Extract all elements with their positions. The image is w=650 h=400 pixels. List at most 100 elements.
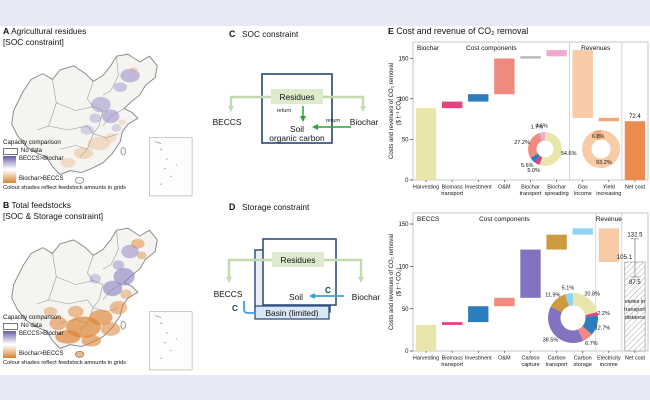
panel-b-legend: Capacity comparison No data BECCS>Biocha… [3,314,163,367]
return-label-left: return [277,108,292,114]
bar-note: varies in transport distance [624,299,646,321]
donut-slice [534,155,543,166]
donut-pct-label: 93.2% [596,160,612,166]
donut-pct-label: 4.6% [535,123,548,129]
legend-note: Colour shades reflect feedstock amounts … [3,184,126,191]
panel-d-letter: D [229,202,235,212]
y-tick-label: 0 [405,178,409,184]
x-tick-label: Carbon capture [521,356,539,369]
donut-slice [578,326,592,341]
beccs-label-d: BECCS [214,289,243,299]
hainan-island [74,350,85,358]
x-tick-label: Gas Income [574,185,592,198]
donut-pct-label: 2.2% [597,311,610,317]
donut-cost-breakdown: 20.8% 2.2% 12.7% 6.7% 38.5% 11.9%5.1% [543,285,611,347]
beccs-label-c: BECCS [213,117,242,127]
beccs-carbon-to-basin-line [243,301,255,314]
panel-a-letter: A [3,26,10,36]
donut-slice [585,312,598,317]
soil-system-box-d [262,238,337,306]
bar-biochar-transport [520,56,541,59]
bar-yield-increasing [598,117,620,122]
donut-pct-label: 5.6% [521,163,534,169]
donut-revenue-breakdown: 93.2% 6.8% [582,129,621,169]
flow-diagrams: C SOC constraint Residues return return … [213,29,381,320]
value-label: 72.4 [629,114,641,120]
biochar-gt-label: Biochar>BECCS [19,175,64,182]
donut-slice [547,306,584,343]
y-tick-label: 50 [402,307,409,313]
donut-pct-label: 27.2% [514,140,530,146]
inset-islands [155,141,178,185]
y-tick-label: 0 [405,349,409,355]
x-tick-label: Biochar spreading [545,185,569,198]
x-tick-label: Harvesting [413,185,439,191]
panel-e-title: E Cost and revenue of CO₂ removal [388,26,528,36]
panel-a-title: A Agricultural residues [SOC constraint] [3,26,86,47]
waterfall-chart-biochar: Costs and revenues of CO₂ removal ($ t⁻¹ … [389,41,649,198]
bar-investment [468,306,489,323]
x-tick-label: Biomass transport [441,185,463,198]
residues-box-d [272,252,324,267]
donut-cost-breakdown: 54.6% 5.0%5.6% 27.2% 1.7%4.6% [514,123,576,174]
legend-title: Capacity comparison [3,314,61,321]
y-tick-label: 150 [398,222,409,228]
biochar-gt-beccs-shading [60,66,138,168]
y-axis-title: Costs and revenues of CO₂ removal ($ t⁻¹ … [389,234,403,330]
basin-limited-label: Basin (limited) [265,308,318,318]
residues-label-d: Residues [281,255,316,265]
carbon-arrowhead-icon [309,293,315,299]
province-borders [36,56,125,158]
donut-pct-label: 6.7% [585,341,598,347]
soil-system-box [261,73,333,144]
orange-gradient-swatch [3,170,16,184]
panel-d-title: Storage constraint [242,202,310,212]
x-tick-label: O&M [498,356,511,362]
soil-label-line2: organic carbon [269,133,325,143]
x-tick-label: Net cost [625,185,646,191]
section-label: Revenue [596,216,622,223]
x-tick-label: Yield increasing [596,185,621,198]
biochar-label-d: Biochar [352,292,381,302]
panel-b-title-text: Total feedstocks [11,200,71,210]
bar-om [494,58,515,95]
donut-slice [573,293,598,316]
donut-pct-label: 54.6% [561,151,577,157]
donut-slice [550,294,569,313]
biochar-arrowhead-icon [360,106,366,112]
donut-slice [593,130,601,141]
bar-carbon-storage [572,228,593,235]
china-outline [11,53,158,176]
no-data-label: No data [21,322,43,329]
panel-e-letter: E [388,26,394,36]
x-tick-label: O&M [498,185,511,191]
biochar-label-c: Biochar [350,117,379,127]
donut-slice [564,293,573,307]
donut-slice [540,132,545,141]
error-high-label: 132.5 [627,232,643,238]
y-tick-label: 100 [398,265,409,271]
x-tick-label: Net cost [625,356,646,362]
x-tick-label: Investment [465,185,492,191]
donut-pct-label: 12.7% [595,326,611,332]
y-tick-label: 50 [402,138,409,144]
tech-label: BECCS [417,216,440,223]
x-tick-label: Investment [465,356,492,362]
x-tick-label: Biomass transport [441,356,463,369]
section-label: Revenues [581,45,611,52]
bar-gas-income [572,50,593,118]
beccs-arrowhead-icon-d [226,277,232,283]
sea-inset [149,137,193,197]
donut-pct-label: 5.0% [527,168,540,174]
residues-to-beccs-connector-d [227,258,272,278]
biochar-return-arrowhead-icon [312,124,318,130]
donut-pct-label: 11.9% [545,292,560,298]
return-label-right: return [326,118,341,124]
bar-harvesting [415,108,437,180]
panel-e-title-text: Cost and revenue of CO₂ removal [396,26,529,36]
x-tick-label: Carbon transport [546,356,568,369]
x-tick-label: Electricity income [597,356,621,369]
bar-electricity-income [598,228,620,263]
waterfall-chart-beccs: Costs and revenues of CO₂ removal ($ t⁻¹ … [389,212,649,369]
donut-slice [582,315,599,335]
